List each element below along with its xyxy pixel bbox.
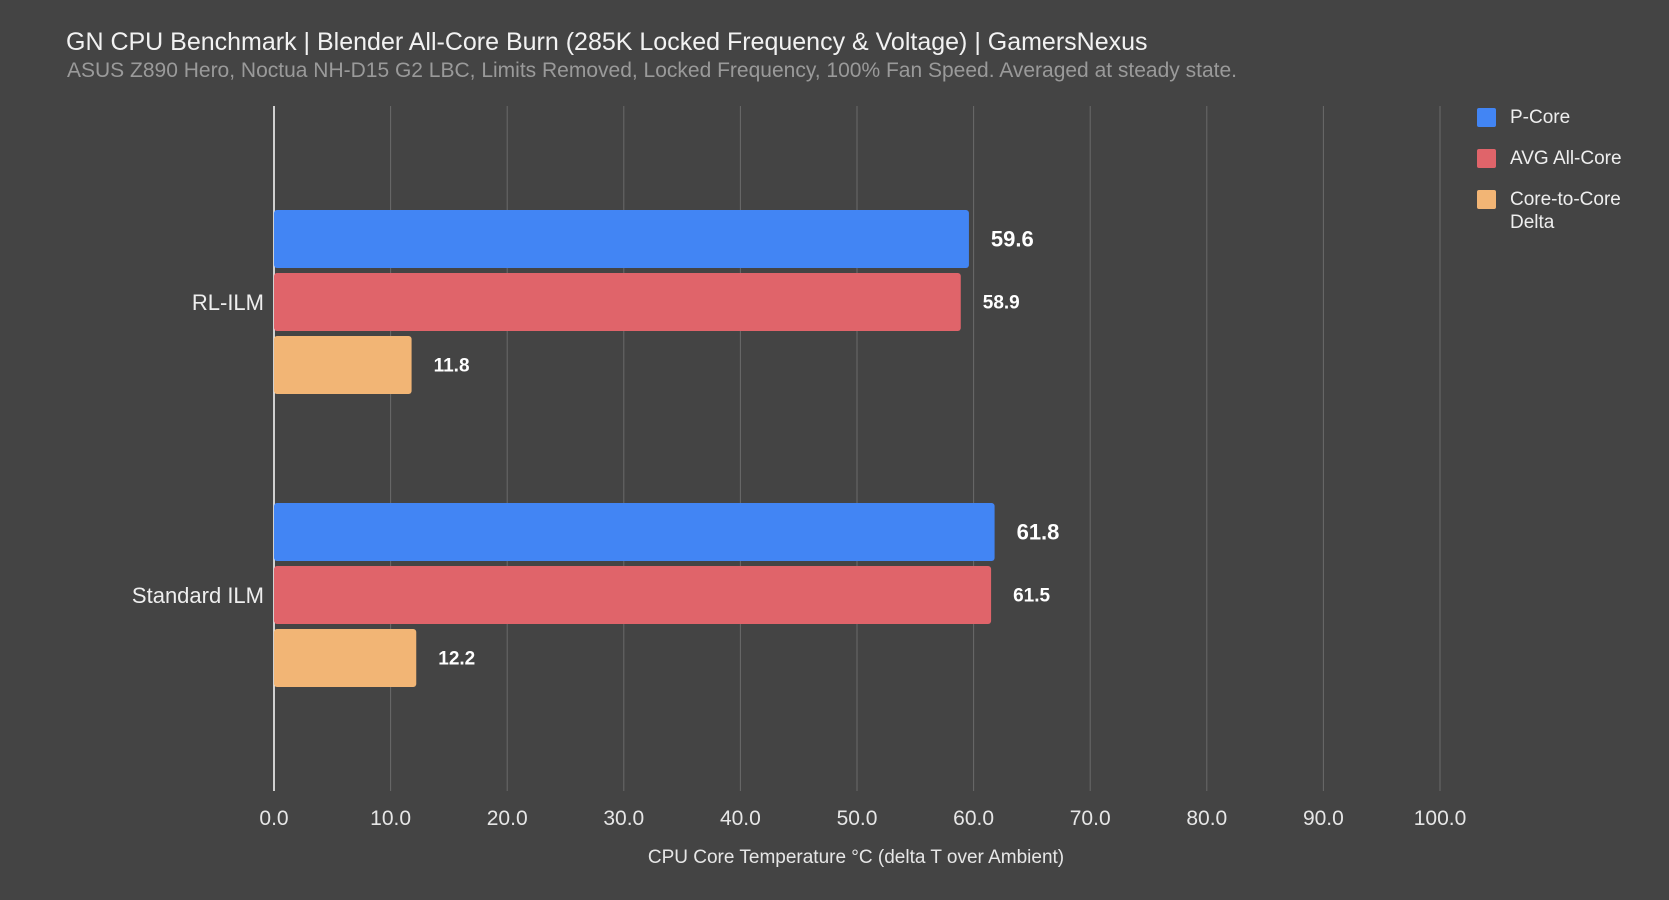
x-tick-label: 50.0 <box>837 807 878 830</box>
data-label: 12.2 <box>438 649 475 670</box>
legend-swatch <box>1477 108 1496 127</box>
bar <box>274 336 412 394</box>
x-tick-label: 70.0 <box>1070 807 1111 830</box>
category-label: RL-ILM <box>192 290 264 315</box>
x-tick-label: 0.0 <box>259 807 288 830</box>
category-label: Standard ILM <box>132 583 264 608</box>
legend-label: Core-to-Core Delta <box>1510 189 1621 233</box>
legend-item-core-to-core-delta[interactable]: Core-to-Core Delta <box>1477 188 1640 234</box>
legend-label: P-Core <box>1510 107 1571 128</box>
x-tick-label: 20.0 <box>487 807 528 830</box>
data-label: 11.8 <box>434 356 470 377</box>
chart-title: GN CPU Benchmark | Blender All-Core Burn… <box>66 28 1148 56</box>
x-tick-label: 30.0 <box>603 807 644 830</box>
legend-label: AVG All-Core <box>1510 148 1622 169</box>
bar <box>274 210 969 268</box>
data-label: 61.5 <box>1013 586 1050 607</box>
bar <box>274 566 992 624</box>
x-tick-label: 10.0 <box>370 807 411 830</box>
data-label: 59.6 <box>991 227 1034 252</box>
bar <box>274 503 995 561</box>
x-tick-label: 40.0 <box>720 807 761 830</box>
data-label: 58.9 <box>983 293 1020 314</box>
x-tick-label: 90.0 <box>1303 807 1344 830</box>
legend: P-Core AVG All-Core Core-to-Core Delta <box>1477 106 1640 252</box>
data-label: 61.8 <box>1017 520 1060 545</box>
chart-subtitle: ASUS Z890 Hero, Noctua NH-D15 G2 LBC, Li… <box>67 59 1237 82</box>
bar <box>274 273 961 331</box>
bar <box>274 629 417 687</box>
legend-swatch <box>1477 190 1496 209</box>
x-tick-label: 100.0 <box>1414 807 1467 830</box>
legend-item-avg-all-core[interactable]: AVG All-Core <box>1477 147 1640 170</box>
x-axis-title: CPU Core Temperature °C (delta T over Am… <box>648 847 1064 868</box>
legend-swatch <box>1477 149 1496 168</box>
legend-item-p-core[interactable]: P-Core <box>1477 106 1640 129</box>
x-tick-label: 60.0 <box>953 807 994 830</box>
x-tick-label: 80.0 <box>1186 807 1227 830</box>
